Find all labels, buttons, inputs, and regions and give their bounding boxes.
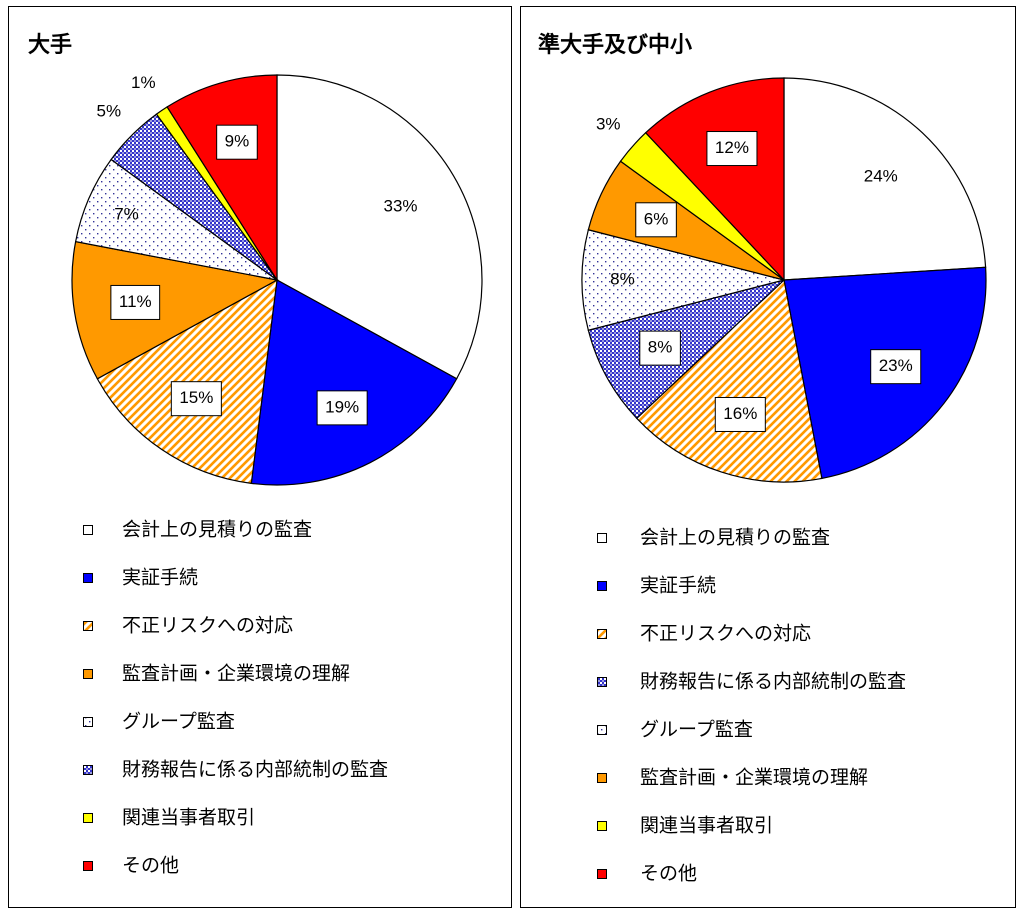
data-label: 23%: [879, 356, 913, 375]
legend-swatch: [597, 677, 607, 687]
legend-label: その他: [122, 855, 179, 877]
legend-label: 関連当事者取引: [640, 815, 773, 837]
legend-swatch: [83, 717, 93, 727]
pie-slice: [635, 278, 823, 483]
data-label-box: [639, 330, 681, 366]
data-label: 12%: [715, 138, 749, 157]
legend-label: グループ監査: [122, 711, 235, 733]
legend-label: 監査計画・企業環境の理解: [122, 663, 350, 685]
data-label: 15%: [179, 388, 213, 407]
data-label-box: [870, 349, 922, 385]
data-label-box: [714, 396, 766, 432]
pie-slice: [783, 77, 987, 281]
data-label: 5%: [97, 101, 122, 120]
legend-label: 不正リスクへの対応: [640, 623, 811, 645]
legend-label: 監査計画・企業環境の理解: [640, 767, 868, 789]
data-label: 7%: [114, 204, 139, 223]
legend-swatch: [597, 821, 607, 831]
pie-slice: [581, 229, 785, 331]
legend-swatch: [597, 533, 607, 543]
data-label-box: [170, 381, 222, 417]
pie-slice: [71, 240, 279, 380]
legend-label: 会計上の見積りの監査: [640, 527, 830, 549]
data-label: 33%: [384, 196, 418, 215]
legend-swatch: [83, 669, 93, 679]
data-label: 1%: [131, 73, 156, 92]
legend-label: 財務報告に係る内部統制の監査: [122, 759, 388, 781]
legend-label: 実証手続: [122, 567, 198, 589]
legend-swatch: [83, 765, 93, 775]
chart-title: 大手: [28, 33, 72, 58]
pie-slice: [587, 279, 785, 420]
legend-swatch: [83, 861, 93, 871]
legend-swatch: [597, 629, 607, 639]
data-label: 3%: [596, 115, 621, 134]
data-label-box: [706, 131, 758, 167]
legend-swatch: [83, 573, 93, 583]
pie-slice: [250, 279, 458, 486]
chart-title: 準大手及び中小: [538, 32, 692, 58]
data-label: 9%: [225, 132, 250, 151]
legend-label: 実証手続: [640, 575, 716, 597]
legend-label: 不正リスクへの対応: [122, 615, 293, 637]
legend-label: その他: [640, 863, 697, 885]
legend-swatch: [597, 581, 607, 591]
data-label: 8%: [648, 338, 673, 357]
data-label: 19%: [325, 397, 359, 416]
data-label: 11%: [119, 292, 152, 311]
data-label-box: [216, 124, 258, 160]
legend-label: 会計上の見積りの監査: [122, 519, 312, 541]
data-label: 8%: [610, 269, 635, 288]
data-label-box: [110, 284, 161, 320]
data-label-box: [316, 390, 368, 426]
pie-slice: [644, 77, 785, 282]
legend-swatch: [83, 621, 93, 631]
legend-label: 関連当事者取引: [122, 807, 255, 829]
legend-swatch: [597, 725, 607, 735]
legend-label: グループ監査: [640, 719, 753, 741]
data-label-box: [635, 202, 677, 238]
legend-label: 財務報告に係る内部統制の監査: [640, 671, 906, 693]
legend-swatch: [83, 813, 93, 823]
data-label: 6%: [644, 209, 669, 228]
data-label: 24%: [864, 166, 898, 185]
legend-swatch: [597, 773, 607, 783]
legend-swatch: [83, 525, 93, 535]
data-label: 16%: [723, 404, 757, 423]
pie-slice: [276, 74, 483, 380]
legend-swatch: [597, 869, 607, 879]
